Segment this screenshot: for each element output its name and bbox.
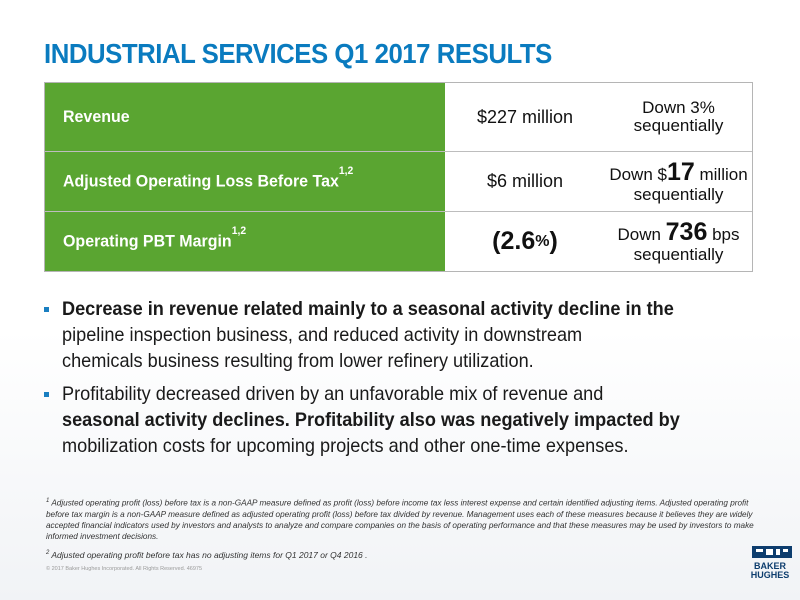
- row-change: Down 736 bps sequentially: [605, 212, 752, 271]
- change-line-1: Down $17 million: [609, 159, 747, 185]
- logo-line: BAKER: [753, 561, 786, 571]
- footnote-2: 2 Adjusted operating profit before tax h…: [46, 550, 646, 560]
- logo-text: BAKER HUGHES: [746, 562, 794, 580]
- label-text: Revenue: [63, 107, 130, 126]
- footnote-ref: 1,2: [231, 225, 247, 238]
- footnote-marker: 1: [46, 498, 50, 504]
- bullet-line: chemicals business resulting from lower …: [62, 350, 534, 372]
- footnote-text: Adjusted operating profit (loss) before …: [46, 498, 754, 542]
- row-value: (2.6%): [445, 212, 605, 271]
- bullet-line: mobilization costs for upcoming projects…: [62, 435, 629, 457]
- bullet-item: Profitability decreased driven by an unf…: [44, 381, 764, 459]
- row-value: $227 million: [476, 106, 574, 127]
- change-line-1: Down 3%: [642, 99, 715, 117]
- footnote-marker: 2: [46, 550, 50, 557]
- footnote-1: 1 Adjusted operating profit (loss) befor…: [46, 496, 754, 543]
- bullet-marker-icon: [44, 392, 49, 397]
- change-line-2: sequentially: [633, 244, 724, 264]
- change-line-2: sequentially: [633, 116, 724, 135]
- change-suffix: million: [694, 165, 748, 185]
- footnote-ref: 1,2: [338, 165, 354, 178]
- logo-line: HUGHES: [750, 570, 790, 580]
- value-pct: %: [535, 232, 550, 250]
- label-text: Operating PBT Margin: [63, 231, 232, 251]
- row-label: Revenue: [45, 83, 445, 151]
- baker-hughes-logo-icon: [752, 546, 792, 558]
- row-label: Operating PBT Margin1,2: [45, 212, 445, 271]
- bullet-list: Decrease in revenue related mainly to a …: [44, 296, 764, 459]
- row-change: Down 3% sequentially: [605, 83, 752, 151]
- table-row: Operating PBT Margin1,2 (2.6%) Down 736 …: [45, 211, 752, 271]
- bullet-line: seasonal activity declines. Profitabilit…: [62, 409, 680, 431]
- row-label: Adjusted Operating Loss Before Tax1,2: [45, 152, 445, 211]
- bullet-item: Decrease in revenue related mainly to a …: [44, 296, 764, 374]
- value-main: (2.6: [492, 227, 536, 255]
- company-logo: BAKER HUGHES: [746, 544, 794, 588]
- change-line-1: Down 736 bps: [617, 219, 739, 245]
- table-row: Adjusted Operating Loss Before Tax1,2 $6…: [45, 151, 752, 211]
- row-change: Down $17 million sequentially: [605, 152, 752, 211]
- copyright-notice: © 2017 Baker Hughes Incorporated. All Ri…: [46, 566, 203, 572]
- change-prefix: Down $: [609, 165, 667, 185]
- change-prefix: Down: [617, 225, 666, 245]
- value-close: ): [549, 227, 558, 255]
- table-row: Revenue $227 million Down 3% sequentiall…: [45, 83, 752, 151]
- change-number: 736: [665, 218, 708, 247]
- label-text: Adjusted Operating Loss Before Tax: [63, 171, 339, 191]
- change-suffix: bps: [707, 225, 740, 245]
- bullet-marker-icon: [44, 307, 49, 312]
- page-title: INDUSTRIAL SERVICES Q1 2017 RESULTS: [44, 38, 552, 69]
- change-prefix: Down 3%: [642, 98, 715, 118]
- change-number: 17: [666, 158, 695, 187]
- change-line-2: sequentially: [633, 184, 724, 204]
- bullet-line: Decrease in revenue related mainly to a …: [62, 298, 674, 320]
- row-value: $6 million: [486, 171, 564, 191]
- bullet-line: Profitability decreased driven by an unf…: [62, 383, 604, 405]
- results-table: Revenue $227 million Down 3% sequentiall…: [44, 82, 753, 272]
- footnote-text: Adjusted operating profit before tax has…: [51, 550, 368, 560]
- bullet-line: pipeline inspection business, and reduce…: [62, 324, 583, 346]
